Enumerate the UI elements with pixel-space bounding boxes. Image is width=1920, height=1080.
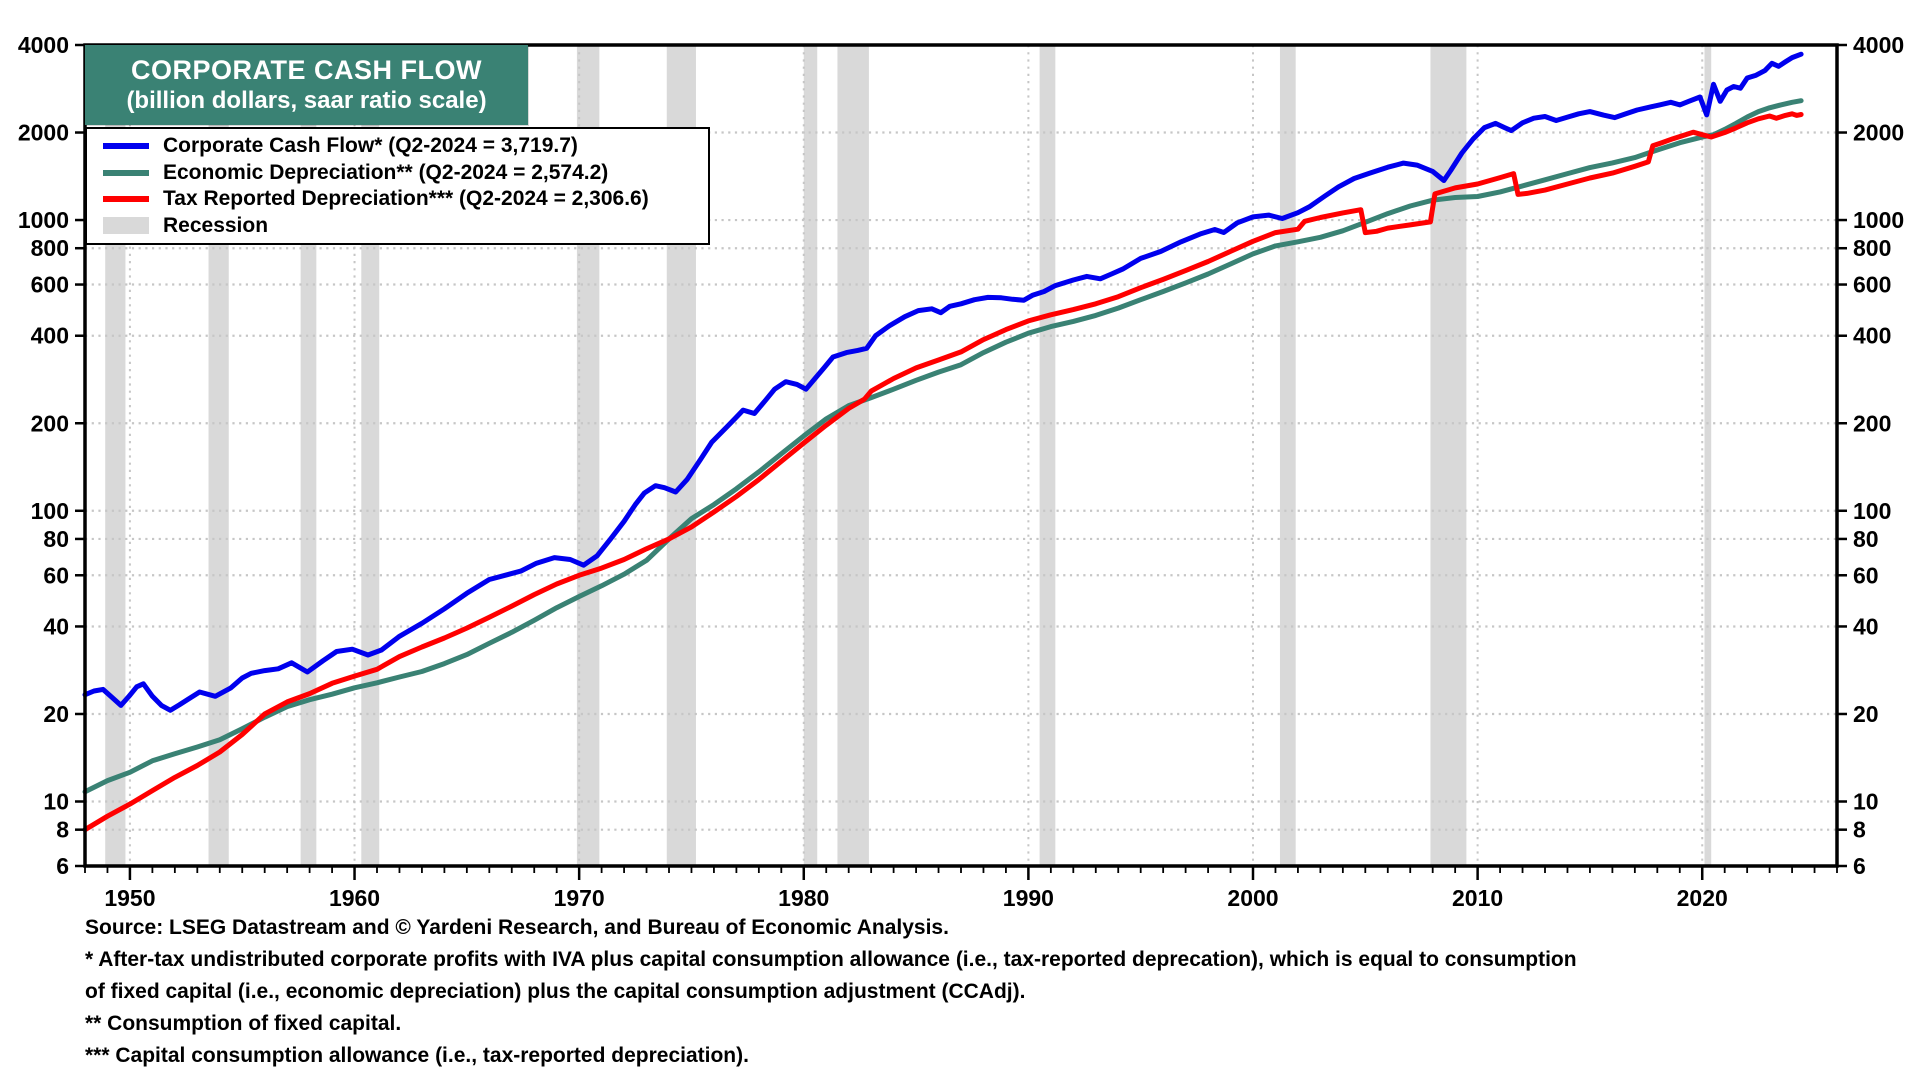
legend-item-tax-depreciation: Tax Reported Depreciation*** (Q2-2024 = … [103, 187, 708, 211]
recession-band [1279, 45, 1296, 866]
recession-band [208, 45, 229, 866]
y-axis-label-left: 400 [31, 323, 69, 349]
recession-band [361, 45, 380, 866]
y-axis-label-right: 4000 [1853, 32, 1904, 58]
legend-label-recession: Recession [163, 213, 269, 237]
recession-band [300, 45, 317, 866]
chart-title-box: CORPORATE CASH FLOW (billion dollars, sa… [85, 45, 528, 125]
recession-band [837, 45, 869, 866]
y-axis-label-right: 1000 [1853, 207, 1904, 233]
y-axis-label-left: 1000 [18, 207, 69, 233]
y-axis-label-left: 100 [31, 498, 69, 524]
y-axis-label-left: 60 [43, 562, 69, 588]
legend-item-cash-flow: Corporate Cash Flow* (Q2-2024 = 3,719.7) [103, 134, 708, 158]
y-axis-label-left: 6 [56, 853, 69, 879]
recession-band [1039, 45, 1056, 866]
y-axis-label-left: 40 [43, 613, 69, 639]
recession-band [1704, 45, 1712, 866]
x-axis-label: 1990 [1003, 885, 1054, 911]
footnote-3: *** Capital consumption allowance (i.e.,… [85, 1044, 749, 1067]
series-line-tax-reported-depreciation [82, 111, 1804, 833]
footnotes: Source: LSEG Datastream and © Yardeni Re… [85, 912, 1885, 1072]
y-axis-label-right: 8 [1853, 817, 1866, 843]
y-axis-label-right: 2000 [1853, 120, 1904, 146]
legend-label-tax-depreciation: Tax Reported Depreciation*** (Q2-2024 = … [163, 187, 649, 211]
y-axis-label-left: 800 [31, 235, 69, 261]
legend-item-recession: Recession [103, 214, 708, 238]
x-axis-label: 1950 [104, 885, 155, 911]
source-line: Source: LSEG Datastream and © Yardeni Re… [85, 916, 949, 939]
recession-band [1430, 45, 1467, 866]
y-axis-label-right: 60 [1853, 562, 1879, 588]
recession-band [576, 45, 600, 866]
y-axis-label-left: 200 [31, 410, 69, 436]
tax-depreciation-line-swatch-icon [103, 196, 149, 203]
y-axis-label-right: 800 [1853, 235, 1891, 261]
legend-label-cash-flow: Corporate Cash Flow* (Q2-2024 = 3,719.7) [163, 134, 578, 158]
y-axis-label-right: 20 [1853, 701, 1879, 727]
recession-band [105, 45, 126, 866]
cash-flow-line-swatch-icon [103, 143, 149, 150]
recession-band-swatch-icon [103, 217, 149, 235]
y-axis-label-right: 80 [1853, 526, 1879, 552]
y-axis-label-left: 8 [56, 817, 69, 843]
y-axis-label-right: 600 [1853, 272, 1891, 298]
x-axis-label: 2000 [1227, 885, 1278, 911]
x-axis-label: 1960 [329, 885, 380, 911]
y-axis-label-right: 100 [1853, 498, 1891, 524]
y-axis-label-left: 4000 [18, 32, 69, 58]
legend-label-economic-depreciation: Economic Depreciation** (Q2-2024 = 2,574… [163, 160, 609, 184]
series-line-economic-depreciation [82, 98, 1804, 795]
footnote-1b: of fixed capital (i.e., economic depreci… [85, 980, 1026, 1003]
footnote-2: ** Consumption of fixed capital. [85, 1012, 402, 1035]
y-axis-label-right: 10 [1853, 789, 1879, 815]
chart-subtitle: (billion dollars, saar ratio scale) [126, 87, 487, 115]
y-axis-label-right: 400 [1853, 323, 1891, 349]
x-axis-label: 2020 [1677, 885, 1728, 911]
economic-depreciation-line-swatch-icon [103, 169, 149, 176]
y-axis-label-left: 600 [31, 272, 69, 298]
recession-band [803, 45, 818, 866]
legend-item-economic-depreciation: Economic Depreciation** (Q2-2024 = 2,574… [103, 161, 708, 185]
y-axis-label-right: 40 [1853, 613, 1879, 639]
y-axis-label-left: 20 [43, 701, 69, 727]
y-axis-label-right: 200 [1853, 410, 1891, 436]
y-axis-label-left: 10 [43, 789, 69, 815]
y-axis-label-left: 80 [43, 526, 69, 552]
x-axis-label: 2010 [1452, 885, 1503, 911]
footnote-1a: * After-tax undistributed corporate prof… [85, 948, 1577, 971]
legend: Corporate Cash Flow* (Q2-2024 = 3,719.7)… [85, 127, 710, 245]
chart-title: CORPORATE CASH FLOW [131, 54, 482, 85]
series-line-corporate-cash-flow [82, 51, 1804, 713]
x-axis-label: 1980 [778, 885, 829, 911]
x-axis-label: 1970 [554, 885, 605, 911]
y-axis-label-left: 2000 [18, 120, 69, 146]
y-axis-label-right: 6 [1853, 853, 1866, 879]
